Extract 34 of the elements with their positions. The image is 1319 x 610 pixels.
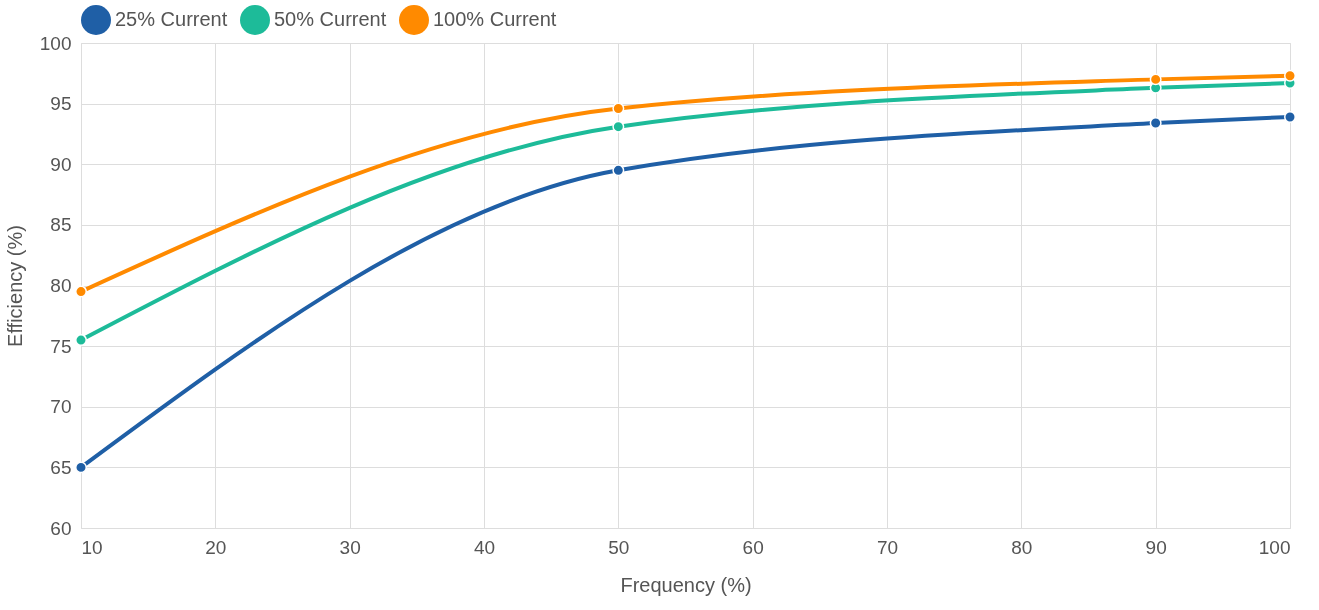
y-tick-label: 90 — [50, 153, 72, 175]
legend-label: 25% Current — [115, 8, 228, 30]
x-axis-title: Frequency (%) — [620, 573, 752, 596]
point — [612, 120, 625, 133]
x-tick-label: 60 — [742, 536, 764, 558]
point — [1284, 69, 1296, 82]
x-tick-label: 40 — [473, 536, 496, 558]
y-tick-label: 65 — [50, 456, 72, 478]
x-tick-label: 10 — [81, 536, 103, 558]
point — [75, 334, 87, 347]
y-axis-title: Efficiency (%) — [3, 225, 26, 347]
point — [612, 102, 625, 115]
point — [75, 461, 87, 474]
x-tick-label: 80 — [1011, 536, 1033, 558]
point — [612, 164, 625, 177]
x-tick-label: 20 — [205, 536, 227, 558]
x-tick-label: 30 — [339, 536, 361, 558]
y-tick-label: 70 — [50, 396, 72, 418]
x-tick-label: 90 — [1145, 536, 1167, 558]
legend-label: 50% Current — [274, 8, 387, 30]
x-tick-label: 70 — [876, 536, 899, 558]
x-tick-label: 50 — [608, 536, 630, 558]
y-tick-label: 85 — [50, 214, 72, 236]
y-tick-label: 95 — [50, 93, 72, 115]
y-tick-label: 60 — [50, 517, 72, 539]
legend-label: 100% Current — [433, 8, 557, 30]
y-tick-label: 75 — [50, 335, 72, 357]
y-tick-label: 80 — [50, 275, 72, 296]
y-tick-label: 100 — [39, 32, 72, 54]
point — [1149, 73, 1162, 86]
x-tick-label: 100 — [1258, 536, 1291, 558]
point — [1284, 110, 1296, 123]
point — [75, 285, 87, 298]
point — [1149, 117, 1162, 130]
